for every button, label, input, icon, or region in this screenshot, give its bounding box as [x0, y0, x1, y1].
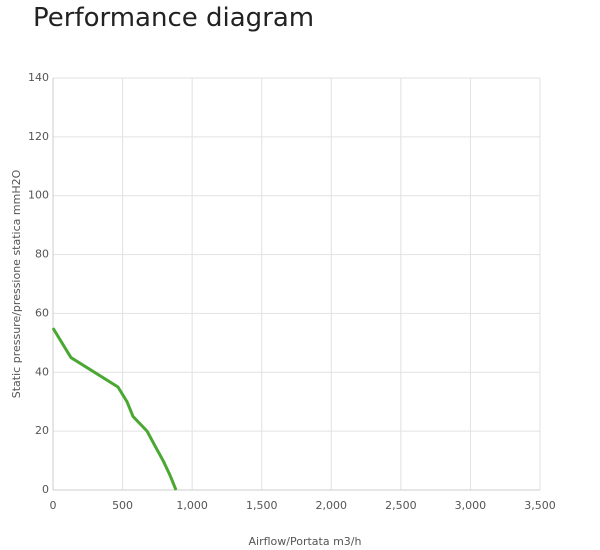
y-tick-label: 40 — [35, 365, 49, 378]
y-tick-label: 20 — [35, 424, 49, 437]
y-axis-label: Static pressure/pressione statica mmH2O — [10, 169, 23, 398]
y-tick-label: 140 — [28, 71, 49, 84]
x-tick-label: 1,000 — [176, 499, 208, 512]
chart-title: Performance diagram — [33, 3, 314, 33]
y-tick-label: 100 — [28, 189, 49, 202]
x-tick-label: 3,000 — [455, 499, 487, 512]
x-tick-label: 0 — [50, 499, 57, 512]
x-tick-label: 2,000 — [316, 499, 348, 512]
x-tick-label: 3,500 — [524, 499, 556, 512]
x-tick-label: 1,500 — [246, 499, 278, 512]
x-axis-label: Airflow/Portata m3/h — [249, 535, 362, 548]
line — [51, 327, 178, 491]
y-tick-label: 120 — [28, 130, 49, 143]
y-tick-label: 80 — [35, 248, 49, 261]
y-tick-label: 0 — [42, 483, 49, 496]
y-tick-label: 60 — [35, 306, 49, 319]
x-tick-label: 2,500 — [385, 499, 417, 512]
x-tick-label: 500 — [112, 499, 133, 512]
